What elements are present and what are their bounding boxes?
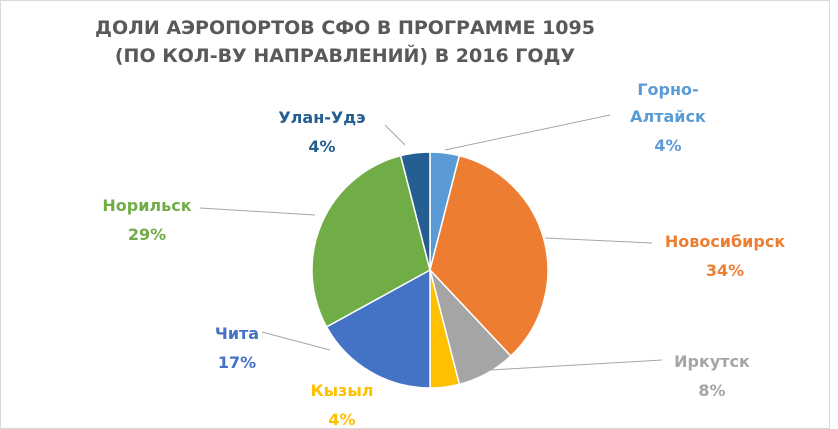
- slice-value-label: 4%: [328, 410, 356, 429]
- pie-slice: [399, 151, 431, 271]
- leader-line: [199, 207, 316, 216]
- slice-value-label: 4%: [308, 137, 336, 156]
- slice-value-label: 4%: [654, 136, 682, 155]
- slice-label: Чита: [214, 324, 260, 343]
- pie-slice: [325, 268, 431, 389]
- leader-line: [444, 114, 611, 151]
- pie-slice: [429, 154, 549, 358]
- leader-line: [489, 359, 663, 371]
- slice-value-label: 8%: [698, 381, 726, 400]
- slice-label: Новосибирск: [664, 232, 786, 251]
- leader-line: [261, 331, 331, 351]
- slice-label: Иркутск: [674, 352, 750, 371]
- slice-label: Норильск: [102, 196, 192, 215]
- slice-label: Горно-Алтайск: [630, 80, 706, 126]
- leader-line: [384, 124, 406, 146]
- slice-value-label: 29%: [127, 225, 167, 244]
- slice-value-label: 34%: [705, 261, 745, 280]
- leader-line: [544, 237, 653, 244]
- chart-title: ДОЛИ АЭРОПОРТОВ СФО В ПРОГРАММЕ 1095: [95, 17, 595, 39]
- slice-value-label: 17%: [217, 353, 257, 372]
- chart-title: (ПО КОЛ-ВУ НАПРАВЛЕНИЙ) В 2016 ГОДУ: [114, 45, 576, 67]
- slice-label: Кызыл: [310, 381, 374, 400]
- pie-slice: [311, 154, 431, 328]
- slice-label: Улан-Удэ: [278, 108, 366, 127]
